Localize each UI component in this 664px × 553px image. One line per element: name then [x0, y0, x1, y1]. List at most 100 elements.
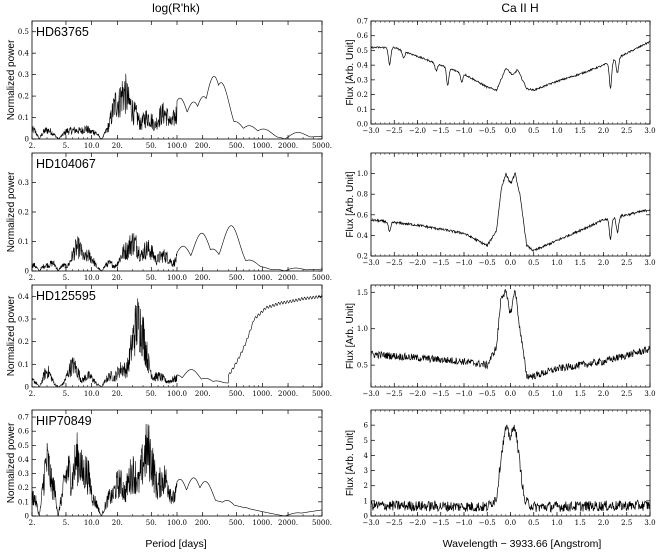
panel-2: 2. 5. 10.0 20. 50. 100.0 200. 500. 1000. 2000. 500… [6, 152, 332, 282]
series-line [31, 73, 323, 140]
y-axis-label: Normalized power [6, 422, 17, 503]
x-tick-label: −2.0 [409, 390, 426, 398]
panel-7: −3.0 −2.5 −2.0 −1.5 −1.0 −0.5 0.0 0.5 1.0 1.5 2.0 2… [345, 284, 656, 398]
x-tick-label: 100.0 [167, 274, 187, 282]
x-tick-label: 0.5 [528, 127, 539, 135]
y-tick-label: 0.2 [18, 484, 29, 492]
x-tick-label: 50. [146, 390, 157, 398]
x-tick-label: 10.0 [84, 519, 100, 527]
y-tick-label: 0 [364, 513, 368, 521]
y-tick-label: 2 [364, 482, 368, 490]
x-tick-label: 2.0 [598, 519, 609, 527]
x-tick-label: −2.0 [409, 127, 426, 135]
y-tick-label: 0.4 [18, 293, 30, 301]
x-tick-label: 10.0 [84, 142, 100, 150]
x-tick-label: 500. [229, 390, 245, 398]
star-label: HD104067 [36, 157, 96, 171]
y-tick-label: 1 [364, 497, 368, 505]
x-tick-label: 3.0 [644, 390, 655, 398]
series-line [370, 40, 651, 92]
axes-frame [370, 409, 651, 517]
x-tick-label: −1.5 [432, 519, 449, 527]
y-tick-label: 0.3 [18, 316, 29, 324]
x-tick-label: −2.5 [386, 390, 403, 398]
x-tick-label: 100.0 [167, 390, 187, 398]
x-tick-label: 2.5 [621, 259, 632, 267]
axes-frame [370, 152, 651, 257]
x-tick-label: 20. [112, 519, 123, 527]
y-tick-label: 5 [364, 437, 368, 445]
right-column-title: Ca II H [501, 1, 538, 15]
x-tick-label: 50. [146, 142, 157, 150]
y-tick-label: 0.4 [18, 50, 30, 58]
left-x-axis-label: Period [days] [145, 538, 206, 550]
x-tick-label: −1.0 [456, 127, 473, 135]
y-tick-label: 0.1 [357, 106, 368, 114]
x-tick-label: 1.5 [575, 519, 586, 527]
y-tick-label: 1.0 [357, 170, 368, 178]
x-tick-label: 0.5 [528, 519, 539, 527]
x-tick-label: 3.0 [644, 519, 655, 527]
y-tick-label: 0 [25, 268, 29, 276]
x-tick-label: 20. [112, 390, 123, 398]
series-line [370, 424, 651, 513]
series-line [31, 294, 323, 388]
x-tick-label: 1.5 [575, 127, 586, 135]
star-label: HD125595 [36, 289, 96, 303]
x-tick-label: 1000. [252, 390, 272, 398]
x-tick-label: −1.5 [432, 259, 449, 267]
y-tick-label: 0.5 [357, 362, 368, 370]
y-axis-label: Normalized power [6, 39, 17, 120]
x-tick-label: 2000. [278, 142, 298, 150]
x-tick-label: 2.5 [621, 127, 632, 135]
x-tick-label: −2.0 [409, 519, 426, 527]
y-tick-label: 0.1 [18, 498, 29, 506]
x-tick-label: 10.0 [84, 390, 100, 398]
x-tick-label: 5000. [312, 274, 332, 282]
x-tick-label: −0.5 [479, 519, 496, 527]
x-tick-label: −1.0 [456, 390, 473, 398]
y-tick-label: 0.5 [357, 47, 368, 55]
star-label: HIP70849 [36, 414, 92, 428]
x-tick-label: 5000. [312, 519, 332, 527]
y-tick-label: 0 [25, 513, 29, 521]
x-tick-label: 2. [29, 274, 36, 282]
y-tick-label: 1.5 [357, 289, 368, 297]
panel-3: 2. 5. 10.0 20. 50. 100.0 200. 500. 1000. 2000. 500… [6, 284, 332, 398]
x-tick-label: 5. [63, 274, 70, 282]
x-tick-label: −0.5 [479, 127, 496, 135]
x-tick-label: 3.0 [644, 127, 655, 135]
y-tick-label: 4 [364, 452, 369, 460]
x-tick-label: 2000. [278, 390, 298, 398]
y-tick-label: 0.3 [18, 179, 29, 187]
x-tick-label: 2. [29, 390, 36, 398]
x-tick-label: −3.0 [363, 259, 380, 267]
y-tick-label: 1.0 [357, 325, 368, 333]
x-tick-label: 20. [112, 142, 123, 150]
y-tick-label: 0.7 [18, 414, 29, 422]
y-axis-label: Normalized power [6, 171, 17, 252]
x-tick-label: −2.5 [386, 259, 403, 267]
y-tick-label: 6 [364, 422, 369, 430]
y-tick-label: 0.8 [357, 191, 368, 199]
x-tick-label: 5000. [312, 390, 332, 398]
x-tick-label: 2.0 [598, 259, 609, 267]
x-tick-label: 1.0 [551, 390, 562, 398]
y-tick-label: 0.1 [18, 361, 29, 369]
x-tick-label: 1000. [252, 274, 272, 282]
x-tick-label: 5000. [312, 142, 332, 150]
x-tick-label: 5. [63, 390, 70, 398]
y-tick-label: 0.3 [18, 470, 29, 478]
x-tick-label: 100.0 [167, 519, 187, 527]
x-tick-label: 100.0 [167, 142, 187, 150]
x-tick-label: 0.0 [505, 259, 516, 267]
x-tick-label: 1000. [252, 142, 272, 150]
y-tick-label: 0.4 [18, 456, 30, 464]
series-line [31, 225, 323, 272]
x-tick-label: 2.5 [621, 519, 632, 527]
x-tick-label: 1.0 [551, 127, 562, 135]
x-tick-label: 10.0 [84, 274, 100, 282]
x-tick-label: 0.5 [528, 259, 539, 267]
x-tick-label: 2.0 [598, 127, 609, 135]
